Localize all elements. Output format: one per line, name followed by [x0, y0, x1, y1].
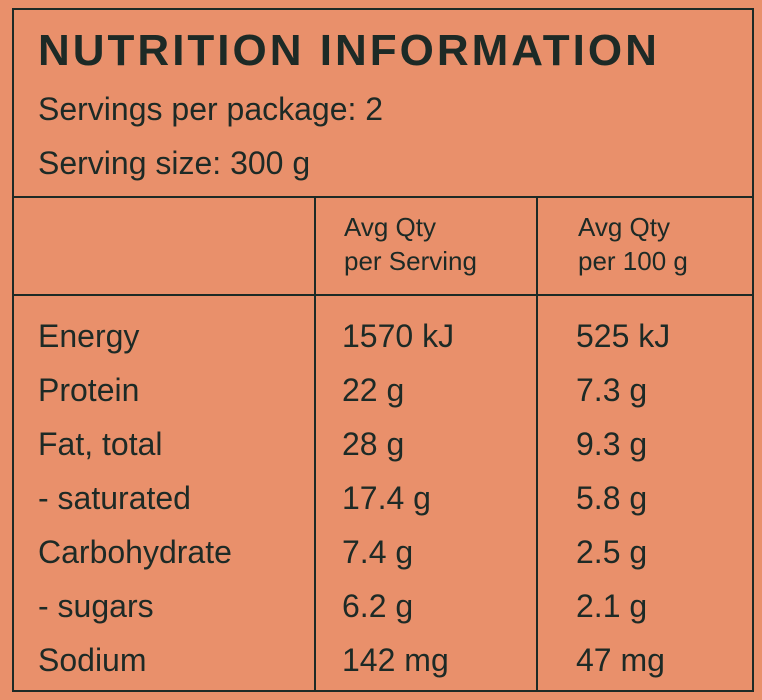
- column-divider-1: [314, 198, 316, 692]
- nutrient-row: Protein 22 g 7.3 g: [14, 366, 752, 420]
- serving-size: Serving size: 300 g: [38, 145, 311, 181]
- column-header-per-100g: Avg Qty per 100 g: [578, 210, 688, 278]
- per-100g-value: 9.3 g: [576, 426, 648, 462]
- per-100g-value: 2.5 g: [576, 534, 648, 570]
- nutrient-name: - sugars: [38, 588, 154, 624]
- nutrient-row: Sodium 142 mg 47 mg: [14, 636, 752, 690]
- per-serving-value: 28 g: [342, 426, 405, 462]
- column-header-divider: [14, 294, 752, 296]
- per-100g-value: 5.8 g: [576, 480, 648, 516]
- per-serving-value: 17.4 g: [342, 480, 431, 516]
- per-serving-value: 1570 kJ: [342, 318, 455, 354]
- nutrient-row: Fat, total 28 g 9.3 g: [14, 420, 752, 474]
- nutrient-name: - saturated: [38, 480, 191, 516]
- per-serving-value: 22 g: [342, 372, 405, 408]
- header-divider: [14, 196, 752, 198]
- column-header-per-serving: Avg Qty per Serving: [344, 210, 477, 278]
- column-header-line: per 100 g: [578, 246, 688, 276]
- nutrient-name: Energy: [38, 318, 140, 354]
- per-100g-value: 525 kJ: [576, 318, 671, 354]
- nutrient-name: Sodium: [38, 642, 147, 678]
- nutrition-panel: NUTRITION INFORMATION Servings per packa…: [12, 8, 754, 692]
- panel-header: NUTRITION INFORMATION Servings per packa…: [14, 10, 752, 198]
- per-100g-value: 7.3 g: [576, 372, 648, 408]
- nutrient-name: Fat, total: [38, 426, 163, 462]
- nutrient-name: Carbohydrate: [38, 534, 232, 570]
- per-100g-value: 47 mg: [576, 642, 665, 678]
- column-header-line: Avg Qty: [344, 212, 437, 242]
- per-serving-value: 7.4 g: [342, 534, 414, 570]
- per-serving-value: 142 mg: [342, 642, 449, 678]
- nutrient-row: - sugars 6.2 g 2.1 g: [14, 582, 752, 636]
- column-header-line: Avg Qty: [578, 212, 671, 242]
- nutrient-name: Protein: [38, 372, 140, 408]
- per-100g-value: 2.1 g: [576, 588, 648, 624]
- nutrient-row: Energy 1570 kJ 525 kJ: [14, 312, 752, 366]
- column-header-line: per Serving: [344, 246, 477, 276]
- column-divider-2: [536, 198, 538, 692]
- nutrient-rows: Energy 1570 kJ 525 kJ Protein 22 g 7.3 g…: [14, 312, 752, 690]
- servings-per-package: Servings per package: 2: [38, 91, 384, 127]
- nutrient-row: Carbohydrate 7.4 g 2.5 g: [14, 528, 752, 582]
- per-serving-value: 6.2 g: [342, 588, 414, 624]
- panel-title: NUTRITION INFORMATION: [38, 26, 660, 75]
- nutrient-row: - saturated 17.4 g 5.8 g: [14, 474, 752, 528]
